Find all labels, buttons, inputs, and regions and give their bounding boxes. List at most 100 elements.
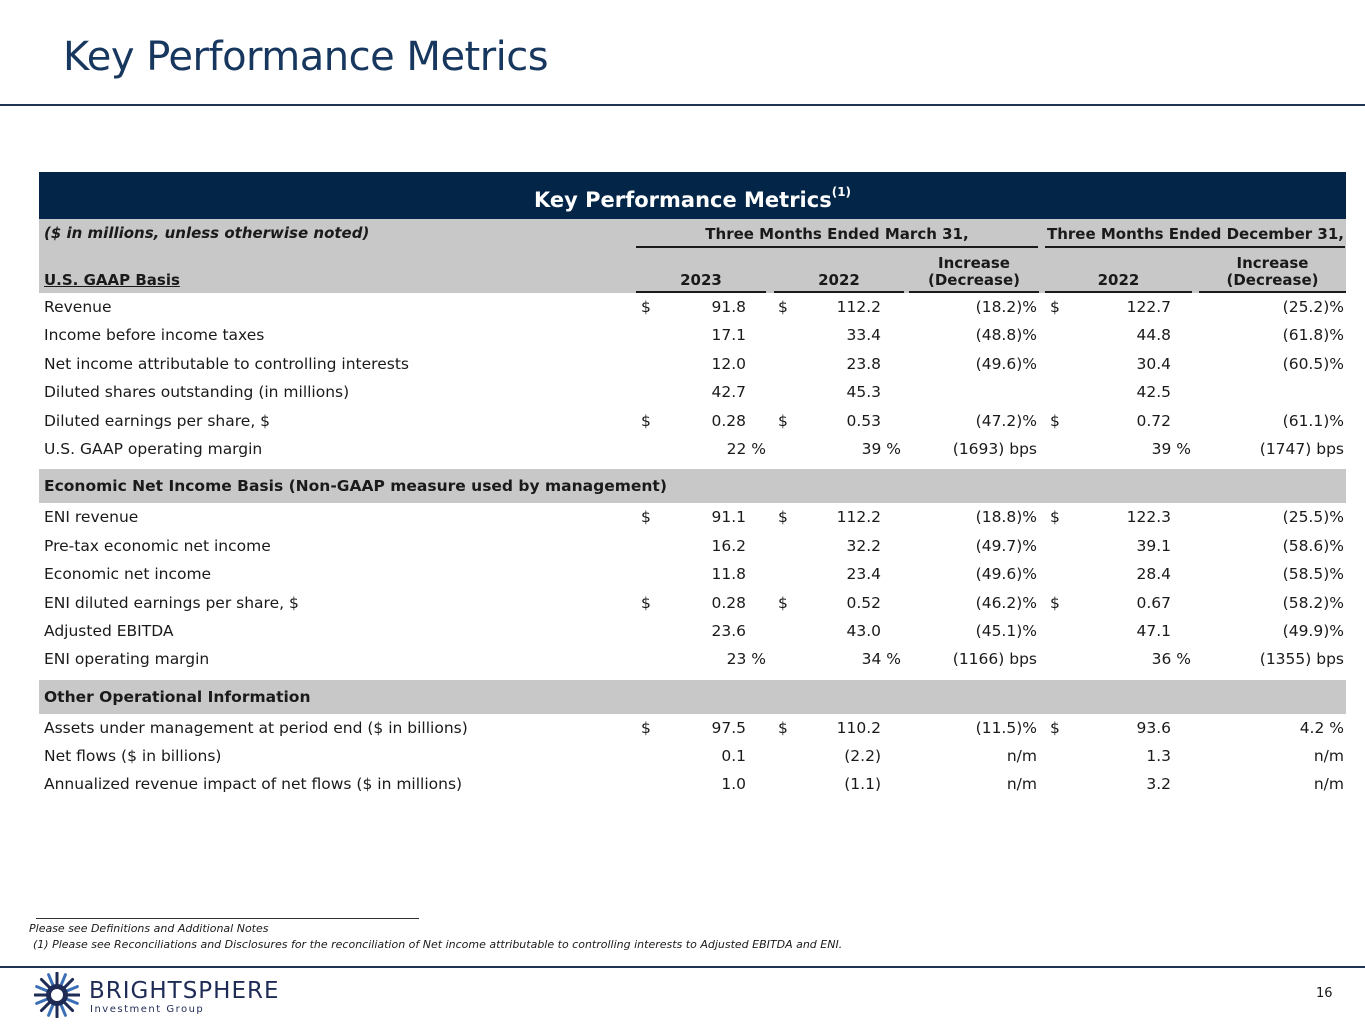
cell-chg2: (58.6)% xyxy=(1282,536,1344,555)
cell-v2022: 0.52 xyxy=(846,593,881,612)
cell-v2022: 23.8 xyxy=(846,354,881,373)
ops-section-label: Other Operational Information xyxy=(44,687,311,706)
ops-rows: Assets under management at period end ($… xyxy=(39,714,1346,799)
cell-chg2: (25.5)% xyxy=(1282,508,1344,527)
col-underline-2022-q4 xyxy=(1045,291,1192,293)
cell-v2023: 23 % xyxy=(726,650,766,669)
logo-ray xyxy=(62,1000,75,1013)
col-header-2022: 2022 xyxy=(818,271,860,289)
row-label: U.S. GAAP operating margin xyxy=(44,439,263,458)
row-label: Adjusted EBITDA xyxy=(44,621,174,640)
cell-chg1: n/m xyxy=(1006,747,1037,766)
page-number: 16 xyxy=(1316,986,1333,1001)
currency-symbol: $ xyxy=(778,718,788,737)
cell-chg1: (1166) bps xyxy=(952,650,1037,669)
cell-v2022: 45.3 xyxy=(846,383,881,402)
gaap-rows: Revenue $91.8 $112.2 (18.2)% $122.7 (25.2)% In… xyxy=(39,293,1346,463)
cell-chg2: (1747) bps xyxy=(1259,439,1344,458)
title-divider xyxy=(0,104,1365,106)
logo-ray xyxy=(39,977,52,990)
cell-chg1: (49.6)% xyxy=(975,354,1037,373)
cell-v2023: 91.1 xyxy=(711,508,746,527)
cell-chg2: n/m xyxy=(1313,775,1344,794)
cell-chg1: (18.2)% xyxy=(975,298,1037,316)
cell-v2022: 23.4 xyxy=(846,565,881,584)
cell-v2022q4: 28.4 xyxy=(1136,565,1171,584)
units-note: ($ in millions, unless otherwise noted) xyxy=(44,224,370,242)
cell-v2023: 11.8 xyxy=(711,565,746,584)
cell-v2022: 34 % xyxy=(861,650,901,669)
table-row: Pre-tax economic net income 16.2 32.2 (49.7… xyxy=(39,532,1346,560)
currency-symbol: $ xyxy=(641,593,651,612)
logo-ray xyxy=(59,973,67,988)
currency-symbol: $ xyxy=(641,508,651,527)
table-row: ENI operating margin 23 % 34 % (1166) bps 36… xyxy=(39,645,1346,673)
group-header-march: Three Months Ended March 31, xyxy=(705,225,969,243)
table-row: Assets under management at period end ($… xyxy=(39,714,1346,742)
table-row: Diluted earnings per share, $ $0.28 $0.53 (… xyxy=(39,407,1346,435)
currency-symbol: $ xyxy=(778,508,788,527)
table-row: Annualized revenue impact of net flows (… xyxy=(39,770,1346,798)
cell-v2022: 110.2 xyxy=(836,718,881,737)
currency-symbol: $ xyxy=(778,593,788,612)
row-label: ENI diluted earnings per share, $ xyxy=(44,593,299,612)
eni-rows: ENI revenue $91.1 $112.2 (18.8)% $122.3 (25.5… xyxy=(39,503,1346,673)
cell-v2022q4: 44.8 xyxy=(1136,326,1171,345)
logo-ray xyxy=(39,1000,52,1013)
cell-chg2: (60.5)% xyxy=(1282,354,1344,373)
table-title-text: Key Performance Metrics xyxy=(533,188,832,212)
table-row: Income before income taxes 17.1 33.4 (48.8)… xyxy=(39,321,1346,349)
col-underline-change-2 xyxy=(1199,291,1346,293)
cell-v2022q4: 122.7 xyxy=(1126,298,1171,316)
row-label: ENI revenue xyxy=(44,508,139,527)
cell-v2022q4: 36 % xyxy=(1151,650,1191,669)
cell-chg1: (49.6)% xyxy=(975,565,1037,584)
cell-chg2: (1355) bps xyxy=(1259,650,1344,669)
col-header-change-2a: Increase xyxy=(1236,254,1309,272)
table-row: ENI diluted earnings per share, $ $0.28 $0… xyxy=(39,589,1346,617)
kpi-table: Key Performance Metrics(1) ($ in million… xyxy=(39,172,1346,799)
cell-chg1: n/m xyxy=(1006,775,1037,794)
eni-section-header: Economic Net Income Basis (Non-GAAP meas… xyxy=(39,469,1346,504)
cell-v2022q4: 1.3 xyxy=(1146,747,1171,766)
cell-v2022: 43.0 xyxy=(846,621,881,640)
cell-v2022: (1.1) xyxy=(844,775,881,794)
footer-divider xyxy=(0,966,1365,968)
currency-symbol: $ xyxy=(1050,508,1060,527)
cell-chg2: 4.2 % xyxy=(1299,718,1344,737)
cell-v2023: 1.0 xyxy=(721,775,746,794)
cell-v2023: 12.0 xyxy=(711,354,746,373)
table-row: Net income attributable to controlling i… xyxy=(39,350,1346,378)
cell-chg1: (11.5)% xyxy=(975,718,1037,737)
row-label: Diluted shares outstanding (in millions) xyxy=(44,383,350,402)
cell-v2022q4: 122.3 xyxy=(1126,508,1171,527)
cell-v2022q4: 39.1 xyxy=(1136,536,1171,555)
cell-v2023: 17.1 xyxy=(711,326,746,345)
col-header-2022-q4: 2022 xyxy=(1097,271,1140,289)
cell-chg1: (48.8)% xyxy=(975,326,1037,345)
currency-symbol: $ xyxy=(1050,718,1060,737)
col-underline-change-1 xyxy=(909,291,1039,293)
col-underline-2022 xyxy=(774,291,904,293)
currency-symbol: $ xyxy=(641,718,651,737)
cell-chg2: (49.9)% xyxy=(1282,621,1344,640)
col-header-2023: 2023 xyxy=(680,271,722,289)
cell-v2022: 112.2 xyxy=(836,298,881,316)
eni-section-label: Economic Net Income Basis (Non-GAAP meas… xyxy=(44,477,667,496)
col-header-change-1a: Increase xyxy=(938,254,1010,272)
gaap-basis-label: U.S. GAAP Basis xyxy=(44,271,180,289)
table-row: Economic net income 11.8 23.4 (49.6)% 28.4 (5… xyxy=(39,560,1346,588)
cell-v2022: 112.2 xyxy=(836,508,881,527)
group-underline-march xyxy=(636,246,1038,248)
logo-ray xyxy=(35,985,50,993)
logo-ray xyxy=(59,1002,67,1017)
cell-v2022q4: 0.67 xyxy=(1136,593,1171,612)
table-header: ($ in millions, unless otherwise noted) … xyxy=(39,219,1346,293)
cell-chg2: (61.8)% xyxy=(1282,326,1344,345)
cell-v2023: 0.28 xyxy=(711,411,746,430)
currency-symbol: $ xyxy=(1050,298,1060,316)
col-underline-2023 xyxy=(636,291,766,293)
row-label: ENI operating margin xyxy=(44,650,210,669)
cell-v2022: 32.2 xyxy=(846,536,881,555)
cell-chg1: (49.7)% xyxy=(975,536,1037,555)
